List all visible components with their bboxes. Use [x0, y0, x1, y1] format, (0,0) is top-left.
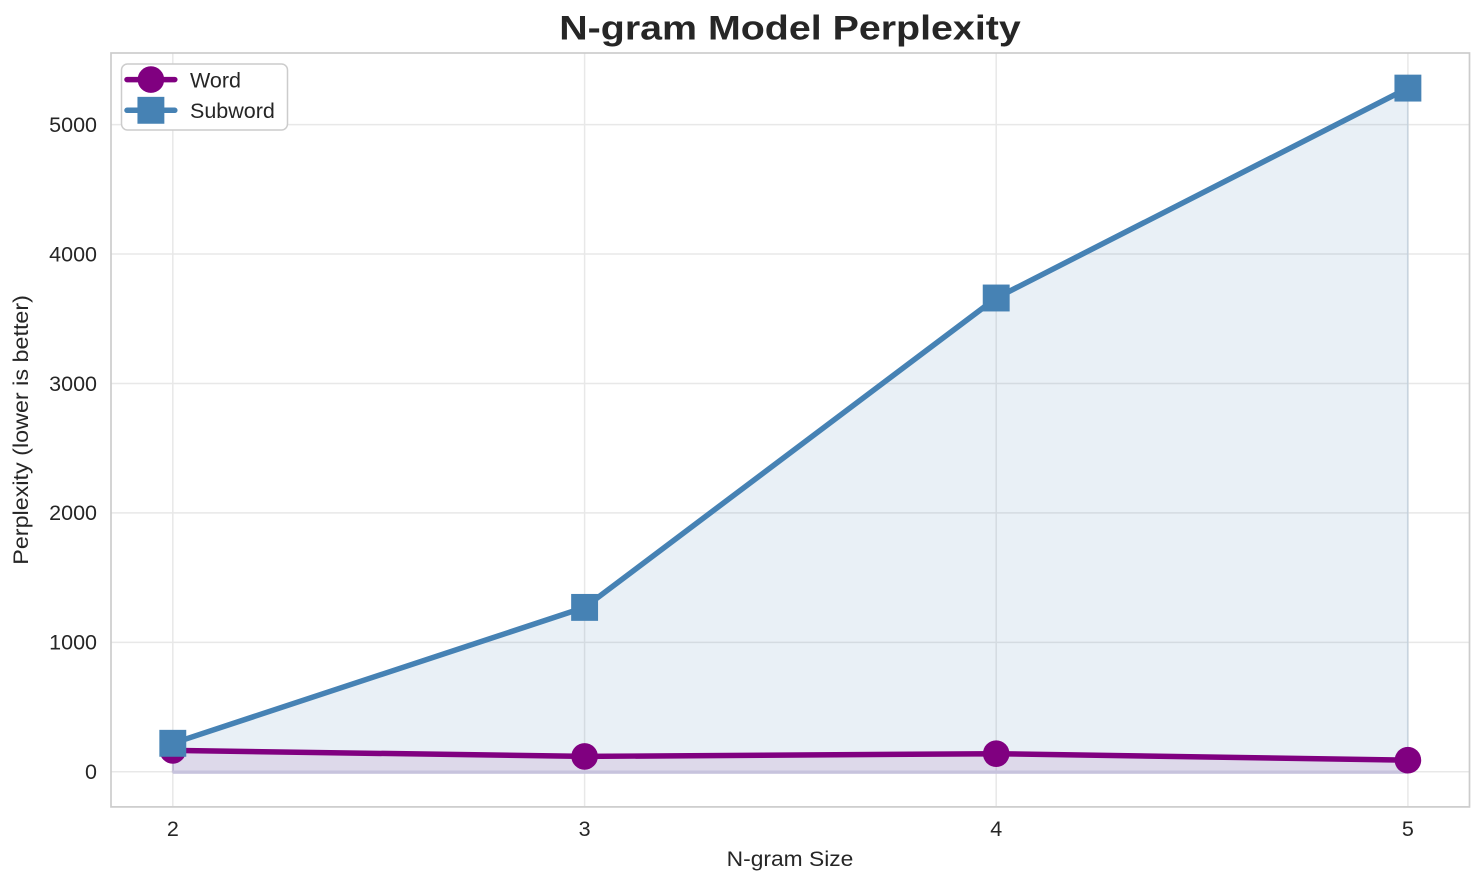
- svg-text:3000: 3000: [49, 372, 97, 396]
- svg-text:Subword: Subword: [190, 99, 275, 123]
- svg-text:1000: 1000: [49, 631, 97, 655]
- svg-text:4: 4: [990, 817, 1002, 841]
- svg-text:2000: 2000: [49, 501, 97, 525]
- svg-text:5000: 5000: [49, 113, 97, 137]
- svg-text:N-gram Size: N-gram Size: [727, 847, 854, 871]
- svg-text:Word: Word: [190, 68, 241, 92]
- svg-text:Perplexity (lower is better): Perplexity (lower is better): [9, 295, 33, 565]
- svg-text:0: 0: [85, 760, 97, 784]
- svg-text:4000: 4000: [49, 242, 97, 266]
- svg-text:N-gram Model Perplexity: N-gram Model Perplexity: [559, 9, 1021, 47]
- svg-text:2: 2: [167, 817, 179, 841]
- svg-text:3: 3: [579, 817, 591, 841]
- svg-text:5: 5: [1402, 817, 1414, 841]
